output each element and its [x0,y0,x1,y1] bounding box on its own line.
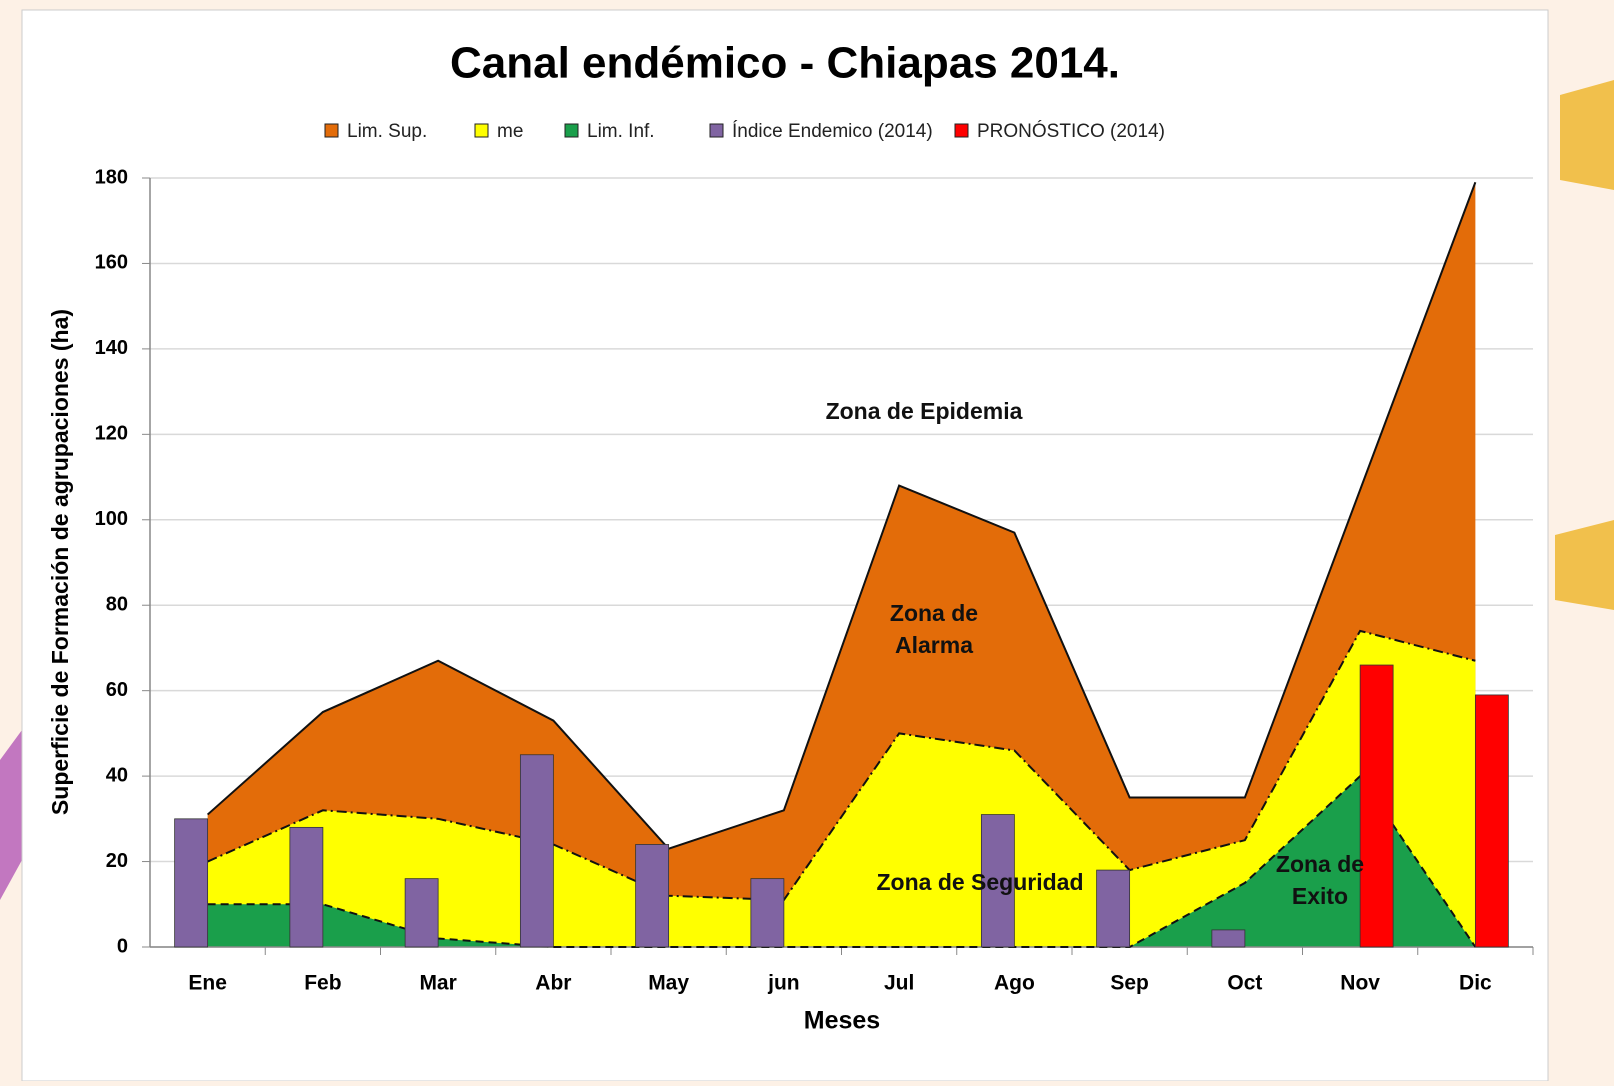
x-tick-label: Ene [188,972,227,995]
annotation: Zona de [1276,851,1364,877]
annotation: Alarma [895,632,973,658]
legend-label: me [497,121,523,142]
annotation: Zona de [890,600,978,626]
y-tick-label: 20 [106,850,128,872]
bar [1096,869,1131,948]
bar [519,754,554,948]
x-tick-label: May [648,972,689,995]
legend-swatch [474,123,489,138]
y-tick-label: 40 [106,764,128,786]
y-tick-label: 60 [106,679,128,701]
legend-swatch [954,123,969,138]
x-tick-label: Jul [884,972,914,995]
bar [750,878,785,948]
chart-title: Canal endémico - Chiapas 2014. [450,39,1120,88]
legend-swatch [564,123,579,138]
legend-label: PRONÓSTICO (2014) [977,120,1165,142]
bar [980,814,1015,948]
x-tick-label: Feb [304,972,341,995]
x-tick-label: Sep [1110,972,1149,995]
annotation: Zona de Epidemia [826,398,1023,424]
area-line [207,629,1476,902]
legend-label: Lim. Inf. [587,121,655,142]
legend-label: Índice Endemico (2014) [732,121,933,142]
legend-swatch [324,123,339,138]
x-tick-label: Nov [1340,972,1380,995]
bar [289,826,324,948]
y-tick-label: 180 [95,166,128,188]
legend-swatch [709,123,724,138]
x-axis-label: Meses [804,1007,880,1035]
bar [1474,694,1509,948]
area-line [206,181,1477,850]
y-tick-label: 0 [117,935,128,957]
y-tick-label: 80 [106,594,128,616]
y-axis-label: Superficie de Formación de agrupaciones … [47,309,73,815]
bar [174,818,209,948]
y-tick-label: 100 [95,508,128,530]
bar [635,844,670,948]
annotation: Zona de Seguridad [876,869,1083,895]
y-tick-label: 160 [95,252,128,274]
x-tick-label: Oct [1227,972,1262,995]
area [207,776,1476,947]
bar [1211,929,1246,948]
y-tick-label: 120 [95,423,128,445]
bar [1359,664,1394,948]
x-tick-label: jun [767,972,800,995]
x-tick-label: Dic [1459,972,1492,995]
annotation: Exito [1292,883,1348,909]
x-tick-label: Ago [994,972,1035,995]
bar [404,878,439,948]
decoration [0,730,22,900]
decoration [1555,520,1614,610]
x-tick-label: Mar [419,972,456,995]
decoration [1560,80,1614,190]
legend-label: Lim. Sup. [347,121,427,142]
y-tick-label: 140 [95,337,128,359]
x-tick-label: Abr [535,972,571,995]
